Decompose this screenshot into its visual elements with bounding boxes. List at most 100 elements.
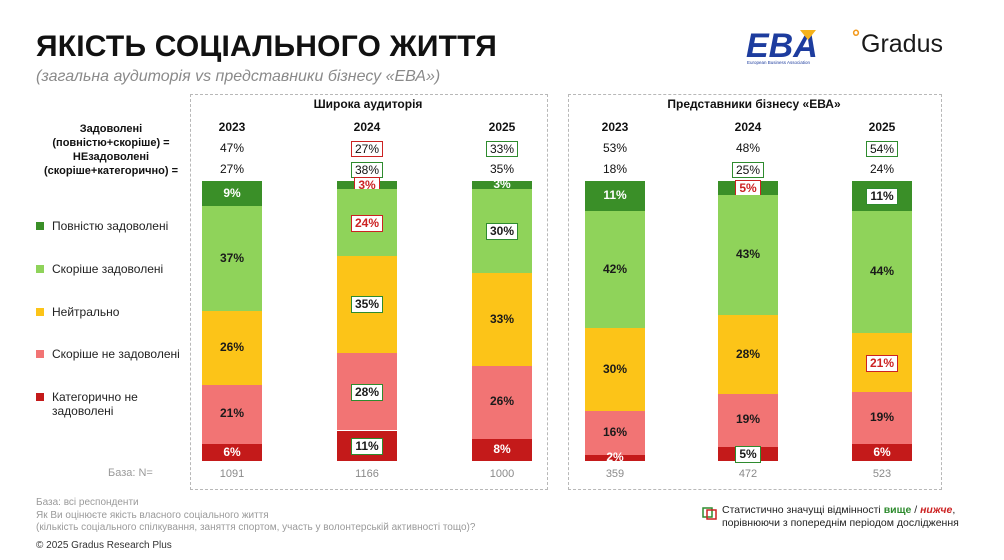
significance-lower: нижче [920,504,953,516]
legend-label: Скоріше не задоволені [52,347,180,361]
dissatisfied-total-value: 38% [350,162,384,178]
bar-segment-label: 37% [197,251,267,266]
bar-segment [202,206,262,312]
bar-segment-label: 6% [847,445,917,460]
bar-segment [585,327,645,412]
bar-segment-value: 6% [873,444,891,459]
bar-segment [852,211,912,334]
bar-segment [202,181,262,207]
satisfied-total: 27% [332,141,402,157]
bar-segment-value: 3% [493,177,511,192]
bar-segment-label: 19% [713,412,783,427]
bar-segment-value: 30% [485,223,519,241]
bar-segment-label: 21% [197,406,267,421]
bar-segment-label: 5% [713,446,783,463]
base-label: База: N= [108,467,153,479]
satisfied-total: 54% [847,141,917,157]
bar-segment-value: 42% [602,261,628,276]
eba-logo-caption: European Business Association [747,60,811,65]
bar-segment-label: 44% [847,264,917,279]
satisfied-total: 48% [713,141,783,155]
bar-segment-label: 16% [580,425,650,440]
satisfied-total: 47% [197,141,267,155]
base-value: 523 [872,468,892,480]
dissatisfied-total-value: 24% [869,162,895,176]
bar-segment-value: 28% [735,346,761,361]
bar-segment-value: 19% [869,410,895,425]
bar-segment [472,273,532,366]
bar-segment-value: 24% [350,214,384,232]
bar-segment-label: 28% [332,383,402,401]
bar-segment-value: 26% [489,394,515,409]
bar-segment-label: 19% [847,410,917,425]
bar-year-label: 2023 [601,120,629,134]
bar-segment-value: 35% [350,296,384,314]
base-value: 1000 [489,468,515,480]
dissatisfied-total-value: 35% [489,162,515,176]
bar-segment-label: 24% [332,214,402,232]
bar-segment-label: 28% [713,347,783,362]
satisfied-total-value: 53% [602,141,628,155]
satisfied-total: 53% [580,141,650,155]
base-value: 1091 [219,468,245,480]
bar-segment-label: 5% [713,180,783,197]
bar-segment [718,393,778,447]
bar-segment-label: 3% [467,177,537,192]
dissatisfied-total-value: 18% [602,162,628,176]
bar-segment [585,181,645,212]
legend-swatch [36,308,44,316]
dissatisfied-total: 18% [580,162,650,176]
panel-title-eba: Представники бізнесу «ЕВА» [667,97,841,111]
bar-segment-label: 2% [580,450,650,465]
bar-segment [585,411,645,456]
legend-label: Нейтрально [52,305,120,319]
legend-swatch [36,265,44,273]
copyright: © 2025 Gradus Research Plus [36,540,172,551]
bar-segment-value: 28% [350,383,384,401]
bar-year-label: 2025 [488,120,516,134]
bar-segment-value: 30% [602,361,628,376]
bar-segment-label: 11% [847,188,917,206]
satisfied-total-value: 48% [735,141,761,155]
footnotes: База: всі респонденти Як Ви оцінюєте які… [36,497,596,535]
dissatisfied-total: 25% [713,162,783,178]
bar-year-label: 2024 [353,120,381,134]
bar-segment-value: 26% [219,339,245,354]
bar-year-label: 2023 [218,120,246,134]
panel-title-general: Широка аудиторія [313,97,423,111]
bar-segment-label: 21% [847,354,917,372]
dissatisfied-total: 38% [332,162,402,178]
row-label-satisfied: Задоволені (повністю+скоріше) = [52,123,170,149]
bar-segment-label: 43% [713,247,783,262]
base-value: 472 [738,468,758,480]
legend-swatch [36,350,44,358]
bar-segment-label: 30% [467,223,537,241]
satisfied-total-value: 33% [485,141,519,157]
significance-legend-icon [702,506,718,525]
bar-segment [585,211,645,328]
bar-segment [718,315,778,394]
bar-segment [202,444,262,461]
legend-label: Повністю задоволені [52,219,169,233]
bar-segment-value: 11% [603,188,627,203]
bar-segment-value: 5% [735,180,761,197]
satisfied-total-value: 54% [865,141,899,157]
bar-segment [585,455,645,461]
base-value: 1166 [355,468,379,480]
bar-segment [852,391,912,445]
bar-segment-value: 11% [351,437,383,455]
bar-segment [852,444,912,461]
dissatisfied-total: 27% [197,162,267,176]
bar-segment-label: 26% [197,340,267,355]
bar-segment [718,195,778,316]
bar-segment-value: 2% [606,450,624,465]
base-value: 359 [605,468,625,480]
dissatisfied-total-value: 27% [219,162,245,176]
bar-segment [202,311,262,385]
dissatisfied-total: 24% [847,162,917,176]
bar-segment-value: 37% [219,250,245,265]
legend-item: Нейтрально [36,305,186,319]
eba-logo-mark: EBA European Business Association [746,27,818,65]
gradus-logo: °Gradus [852,27,943,59]
